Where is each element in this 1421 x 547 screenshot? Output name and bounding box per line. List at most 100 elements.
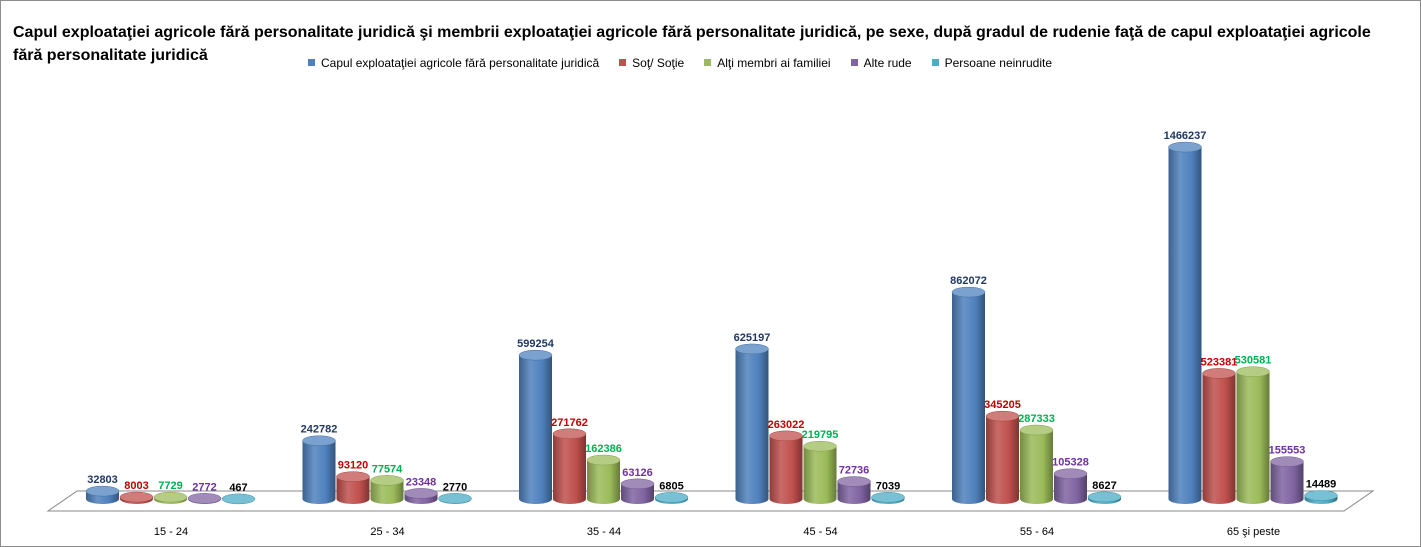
bar-body	[1020, 430, 1053, 504]
bar	[1270, 456, 1304, 504]
bar	[1202, 368, 1236, 504]
bar	[1087, 491, 1122, 504]
category-label: 25 - 34	[370, 526, 404, 538]
legend-item: Soţ/ Soţie	[619, 55, 684, 70]
bar	[735, 343, 769, 504]
bar-body	[986, 416, 1019, 504]
bar-top	[153, 491, 188, 503]
bar-top	[552, 428, 587, 440]
data-label: 523381	[1201, 356, 1238, 368]
data-label: 599254	[517, 338, 555, 350]
legend-swatch	[850, 59, 858, 67]
bar	[370, 475, 404, 504]
data-label: 77574	[372, 463, 403, 475]
bar-top	[735, 343, 769, 355]
data-label: 287333	[1018, 413, 1055, 425]
legend-label: Capul exploataţiei agricole fără persona…	[321, 55, 600, 70]
bar	[336, 471, 370, 504]
bar	[1236, 366, 1270, 504]
bar-top	[769, 430, 803, 442]
data-label: 7039	[876, 480, 900, 492]
data-label: 242782	[301, 424, 338, 436]
bar	[153, 491, 188, 504]
bar-body	[837, 481, 871, 504]
data-label: 162386	[585, 443, 622, 455]
bar	[1304, 490, 1338, 504]
bar-body	[1168, 147, 1202, 504]
bar-top	[871, 492, 905, 503]
data-label: 467	[229, 482, 247, 494]
data-label: 263022	[768, 419, 805, 431]
data-label: 14489	[1306, 479, 1337, 491]
bar-body	[553, 433, 586, 504]
chart-title: Capul exploataţiei agricole fără persona…	[13, 24, 1371, 64]
bar-top	[119, 491, 154, 503]
bar-body	[1236, 371, 1270, 504]
bar-body	[735, 348, 769, 504]
data-label: 8003	[124, 480, 148, 492]
data-label: 1466237	[1164, 130, 1207, 142]
bar-top	[654, 492, 689, 503]
bar	[985, 410, 1020, 504]
bar-body	[587, 460, 620, 504]
bar	[871, 492, 905, 504]
bar	[552, 428, 587, 504]
category-label: 15 - 24	[154, 526, 188, 538]
bar-top	[803, 440, 837, 452]
bar-top	[187, 493, 222, 504]
bar-body	[336, 476, 370, 504]
bar	[1168, 141, 1202, 504]
data-label: 72736	[839, 465, 870, 477]
bar-top	[438, 493, 472, 504]
legend-item: Capul exploataţiei agricole fără persona…	[308, 55, 599, 70]
legend-label: Alţi membri ai familiei	[717, 55, 831, 70]
bar-body	[769, 435, 803, 504]
bar-top	[951, 286, 986, 298]
bar	[221, 493, 256, 505]
data-label: 219795	[802, 429, 839, 441]
bar-top	[1304, 490, 1338, 501]
bar-body	[370, 480, 404, 504]
data-label: 105328	[1052, 457, 1089, 469]
bar-body	[519, 355, 552, 504]
data-label: 7729	[158, 480, 182, 492]
legend-label: Persoane neinrudite	[944, 55, 1053, 70]
legend-swatch	[619, 59, 627, 67]
bar-body	[803, 446, 837, 504]
bar	[586, 454, 621, 504]
bar-top	[1168, 141, 1202, 153]
bar-body	[1054, 473, 1087, 504]
bar-top	[1019, 424, 1054, 436]
bar	[85, 485, 120, 504]
bar-body	[1202, 373, 1236, 504]
bar-body	[621, 483, 654, 504]
data-label: 530581	[1235, 355, 1272, 367]
data-label: 155553	[1269, 445, 1306, 457]
bar-top	[1053, 468, 1088, 479]
data-label: 2772	[192, 481, 216, 493]
bar	[837, 476, 871, 504]
bar	[302, 435, 336, 504]
bar-top	[586, 454, 621, 466]
legend-swatch	[704, 59, 712, 67]
legend-label: Soţ/ Soţie	[632, 55, 685, 70]
data-label: 862072	[950, 275, 987, 287]
bar	[404, 488, 438, 504]
bar-top	[518, 349, 553, 361]
bar-top	[404, 488, 438, 499]
category-label: 55 - 64	[1020, 526, 1054, 538]
bar	[769, 430, 803, 504]
legend-item: Alţi membri ai familiei	[704, 55, 831, 70]
legend-label: Alte rude	[863, 55, 912, 70]
bar-top	[1087, 491, 1122, 503]
bar-body	[302, 440, 336, 504]
bar-top	[370, 475, 404, 486]
data-label: 625197	[734, 332, 771, 344]
data-label: 345205	[984, 399, 1021, 411]
bar-top	[336, 471, 370, 482]
bar	[438, 493, 472, 504]
bar-top	[1270, 456, 1304, 467]
data-label: 6805	[659, 480, 683, 492]
data-label: 63126	[622, 467, 653, 479]
